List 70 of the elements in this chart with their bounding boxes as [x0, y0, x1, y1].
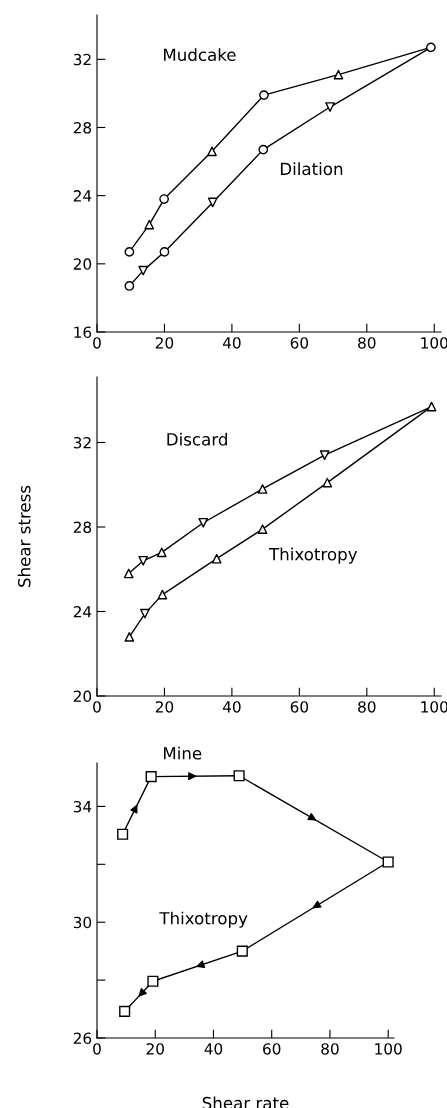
- x-tick-label: 20: [146, 1043, 164, 1055]
- y-tick-label: 34: [73, 800, 92, 813]
- x-tick-label: 80: [358, 337, 376, 349]
- point: [236, 945, 248, 957]
- x-tick-label: 40: [204, 1043, 223, 1055]
- y-tick-label: 20: [73, 690, 92, 703]
- x-tick-label: 20: [155, 701, 174, 713]
- point: [144, 219, 155, 230]
- y-axis-title: Shear stress: [17, 485, 31, 587]
- x-tick-label: 60: [290, 701, 309, 713]
- y-tick-label: 32: [73, 436, 91, 449]
- y-tick-label: 30: [73, 916, 92, 929]
- y-tick-label: 32: [73, 53, 91, 66]
- point: [124, 631, 135, 642]
- annotation: Thixotropy: [159, 911, 248, 928]
- point: [117, 828, 129, 840]
- point: [159, 194, 169, 204]
- x-tick-label: 60: [263, 1043, 281, 1055]
- point: [124, 247, 135, 257]
- point: [123, 568, 134, 579]
- point: [138, 265, 149, 276]
- point: [333, 69, 344, 80]
- y-tick-label: 28: [73, 121, 92, 134]
- point: [198, 517, 209, 528]
- point: [322, 477, 333, 488]
- x-tick-label: 60: [290, 337, 309, 349]
- point: [426, 401, 437, 412]
- point: [124, 281, 135, 291]
- point: [325, 102, 335, 112]
- point: [147, 975, 159, 987]
- y-tick-label: 20: [73, 258, 92, 270]
- y-tick-label: 16: [74, 326, 92, 339]
- point: [233, 770, 245, 782]
- point: [159, 247, 170, 257]
- point: [257, 484, 268, 494]
- point: [259, 90, 269, 100]
- x-tick-label: 40: [222, 337, 241, 349]
- point: [140, 608, 150, 619]
- point: [138, 555, 149, 566]
- x-tick-label: 80: [321, 1043, 339, 1055]
- y-tick-label: 26: [73, 1032, 92, 1045]
- y-tick-label: 24: [73, 605, 92, 618]
- point: [258, 144, 269, 155]
- point: [119, 1005, 131, 1017]
- point: [257, 524, 268, 534]
- point: [207, 197, 218, 208]
- point: [207, 146, 217, 157]
- point: [382, 856, 394, 868]
- annotation: Thixotropy: [268, 547, 358, 564]
- y-tick-label: 28: [73, 521, 92, 534]
- x-tick-label: 0: [93, 701, 101, 713]
- point: [145, 771, 157, 783]
- x-tick-label: 100: [375, 1043, 402, 1055]
- annotation: Dilation: [280, 162, 343, 176]
- annotation: Discard: [167, 432, 227, 446]
- x-tick-label: 80: [358, 701, 376, 713]
- x-tick-label: 100: [421, 337, 447, 349]
- annotation: Mudcake: [164, 48, 236, 62]
- text: Mine: [163, 746, 202, 760]
- x-tick-label: 40: [222, 701, 241, 713]
- point: [211, 553, 222, 564]
- point: [156, 547, 167, 558]
- x-tick-label: 20: [155, 337, 174, 349]
- x-tick-label: 0: [93, 1043, 101, 1055]
- point: [157, 589, 168, 600]
- x-tick-label: 100: [421, 701, 447, 713]
- y-tick-label: 24: [73, 190, 92, 202]
- point: [426, 42, 436, 53]
- x-tick-label: 0: [93, 337, 101, 349]
- point: [319, 450, 330, 461]
